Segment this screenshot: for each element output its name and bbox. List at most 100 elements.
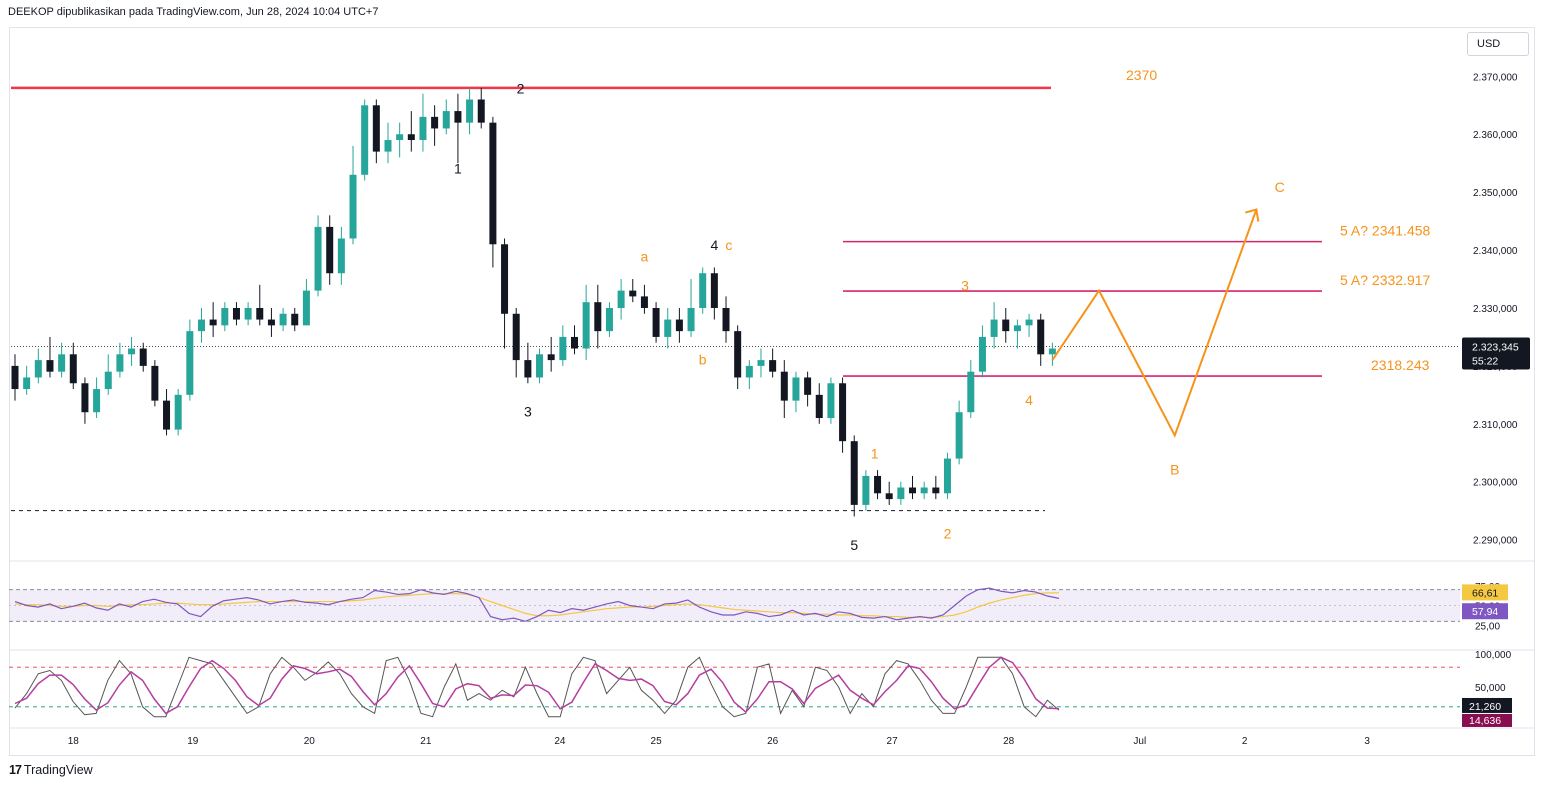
- candle: [722, 296, 730, 343]
- candle: [326, 215, 334, 285]
- candle: [291, 307, 299, 332]
- currency-selector[interactable]: USD: [1467, 32, 1529, 56]
- chart-frame: [9, 27, 1535, 756]
- x-tick-label: 25: [651, 736, 663, 747]
- candle: [442, 99, 450, 135]
- x-tick-label: Jul: [1133, 736, 1146, 747]
- candle-body: [93, 389, 101, 413]
- candle-body: [710, 273, 718, 308]
- brand-name: TradingView: [23, 763, 93, 777]
- rsi-line: [14, 587, 1060, 622]
- candle: [501, 238, 509, 349]
- candle: [104, 354, 112, 395]
- candle: [151, 360, 159, 407]
- candle-body: [652, 307, 660, 337]
- candle-body: [34, 360, 42, 378]
- candle: [23, 365, 31, 395]
- candle-body: [629, 290, 637, 297]
- candle: [640, 284, 648, 314]
- wave-label: B: [1170, 462, 1179, 478]
- candle-body: [128, 348, 136, 355]
- candle: [454, 93, 462, 164]
- candle: [489, 116, 497, 268]
- tradingview-brand[interactable]: 17 TradingView: [9, 763, 93, 777]
- x-tick-label: 27: [887, 736, 899, 747]
- candle: [128, 336, 136, 366]
- y-tick-label: 2.330,000: [1473, 304, 1518, 315]
- candle-body: [524, 360, 532, 378]
- candle: [629, 279, 637, 303]
- candle: [536, 348, 544, 384]
- candle: [932, 475, 940, 500]
- x-tick-label: 21: [420, 736, 432, 747]
- candle: [267, 307, 275, 337]
- candle-body: [372, 105, 380, 152]
- candle: [815, 383, 823, 424]
- candle: [431, 105, 439, 146]
- candle: [93, 377, 101, 419]
- y-tick-label: 2.290,000: [1473, 536, 1518, 547]
- candle-body: [174, 394, 182, 430]
- candle: [1048, 342, 1056, 366]
- candle-body: [943, 458, 951, 494]
- x-tick-label: 2: [1242, 736, 1248, 747]
- candle-body: [990, 319, 998, 337]
- candle: [256, 284, 264, 326]
- candle: [757, 348, 765, 378]
- candle: [909, 475, 917, 500]
- candle: [419, 93, 427, 152]
- candle-body: [361, 105, 369, 175]
- candle-body: [640, 296, 648, 308]
- candle-body: [920, 487, 928, 494]
- candle-body: [384, 140, 392, 152]
- rsi-tick-label: 25,00: [1475, 621, 1500, 632]
- candle: [116, 342, 124, 378]
- candle-body: [151, 365, 159, 401]
- candle-body: [815, 394, 823, 419]
- wave-label: a: [641, 249, 649, 265]
- wave-label: 4: [1025, 392, 1033, 408]
- candle-body: [745, 365, 753, 378]
- stoch-tick-label: 50,000: [1475, 683, 1506, 694]
- candle-body: [81, 383, 89, 413]
- y-tick-label: 2.360,000: [1473, 130, 1518, 141]
- x-tick-label: 19: [187, 736, 199, 747]
- x-tick-label: 3: [1364, 736, 1370, 747]
- candle-body: [256, 307, 264, 320]
- candle-body: [512, 313, 520, 361]
- rsi-badge: [1462, 603, 1508, 620]
- candle-body: [547, 354, 555, 361]
- candle-body: [1048, 348, 1056, 355]
- candle-body: [862, 475, 870, 505]
- candle-body: [699, 273, 707, 308]
- candle: [209, 302, 217, 337]
- candle-body: [407, 134, 415, 141]
- y-tick-label: 2.340,000: [1473, 246, 1518, 257]
- candle-body: [58, 354, 66, 372]
- wave-label: 3: [961, 278, 969, 294]
- candle-body: [967, 371, 975, 413]
- candle: [699, 267, 707, 314]
- candle: [652, 302, 660, 343]
- candle: [862, 470, 870, 511]
- stoch-d-badge: [1462, 713, 1512, 727]
- candle: [466, 87, 474, 135]
- wave-label: 5: [850, 537, 858, 553]
- candle-body: [617, 290, 625, 308]
- candle: [46, 336, 54, 378]
- candle-body: [675, 319, 683, 332]
- candle-body: [827, 383, 835, 419]
- candle-body: [582, 302, 590, 349]
- candle-body: [442, 111, 450, 129]
- candle: [769, 348, 777, 378]
- candle: [570, 325, 578, 355]
- candle: [58, 342, 66, 378]
- candle-body: [489, 122, 497, 245]
- wave-label: 2: [944, 525, 952, 541]
- candle-body: [769, 360, 777, 372]
- candle: [337, 226, 345, 285]
- candle-body: [349, 174, 357, 239]
- y-tick-label: 2.300,000: [1473, 478, 1518, 489]
- candle-body: [734, 331, 742, 378]
